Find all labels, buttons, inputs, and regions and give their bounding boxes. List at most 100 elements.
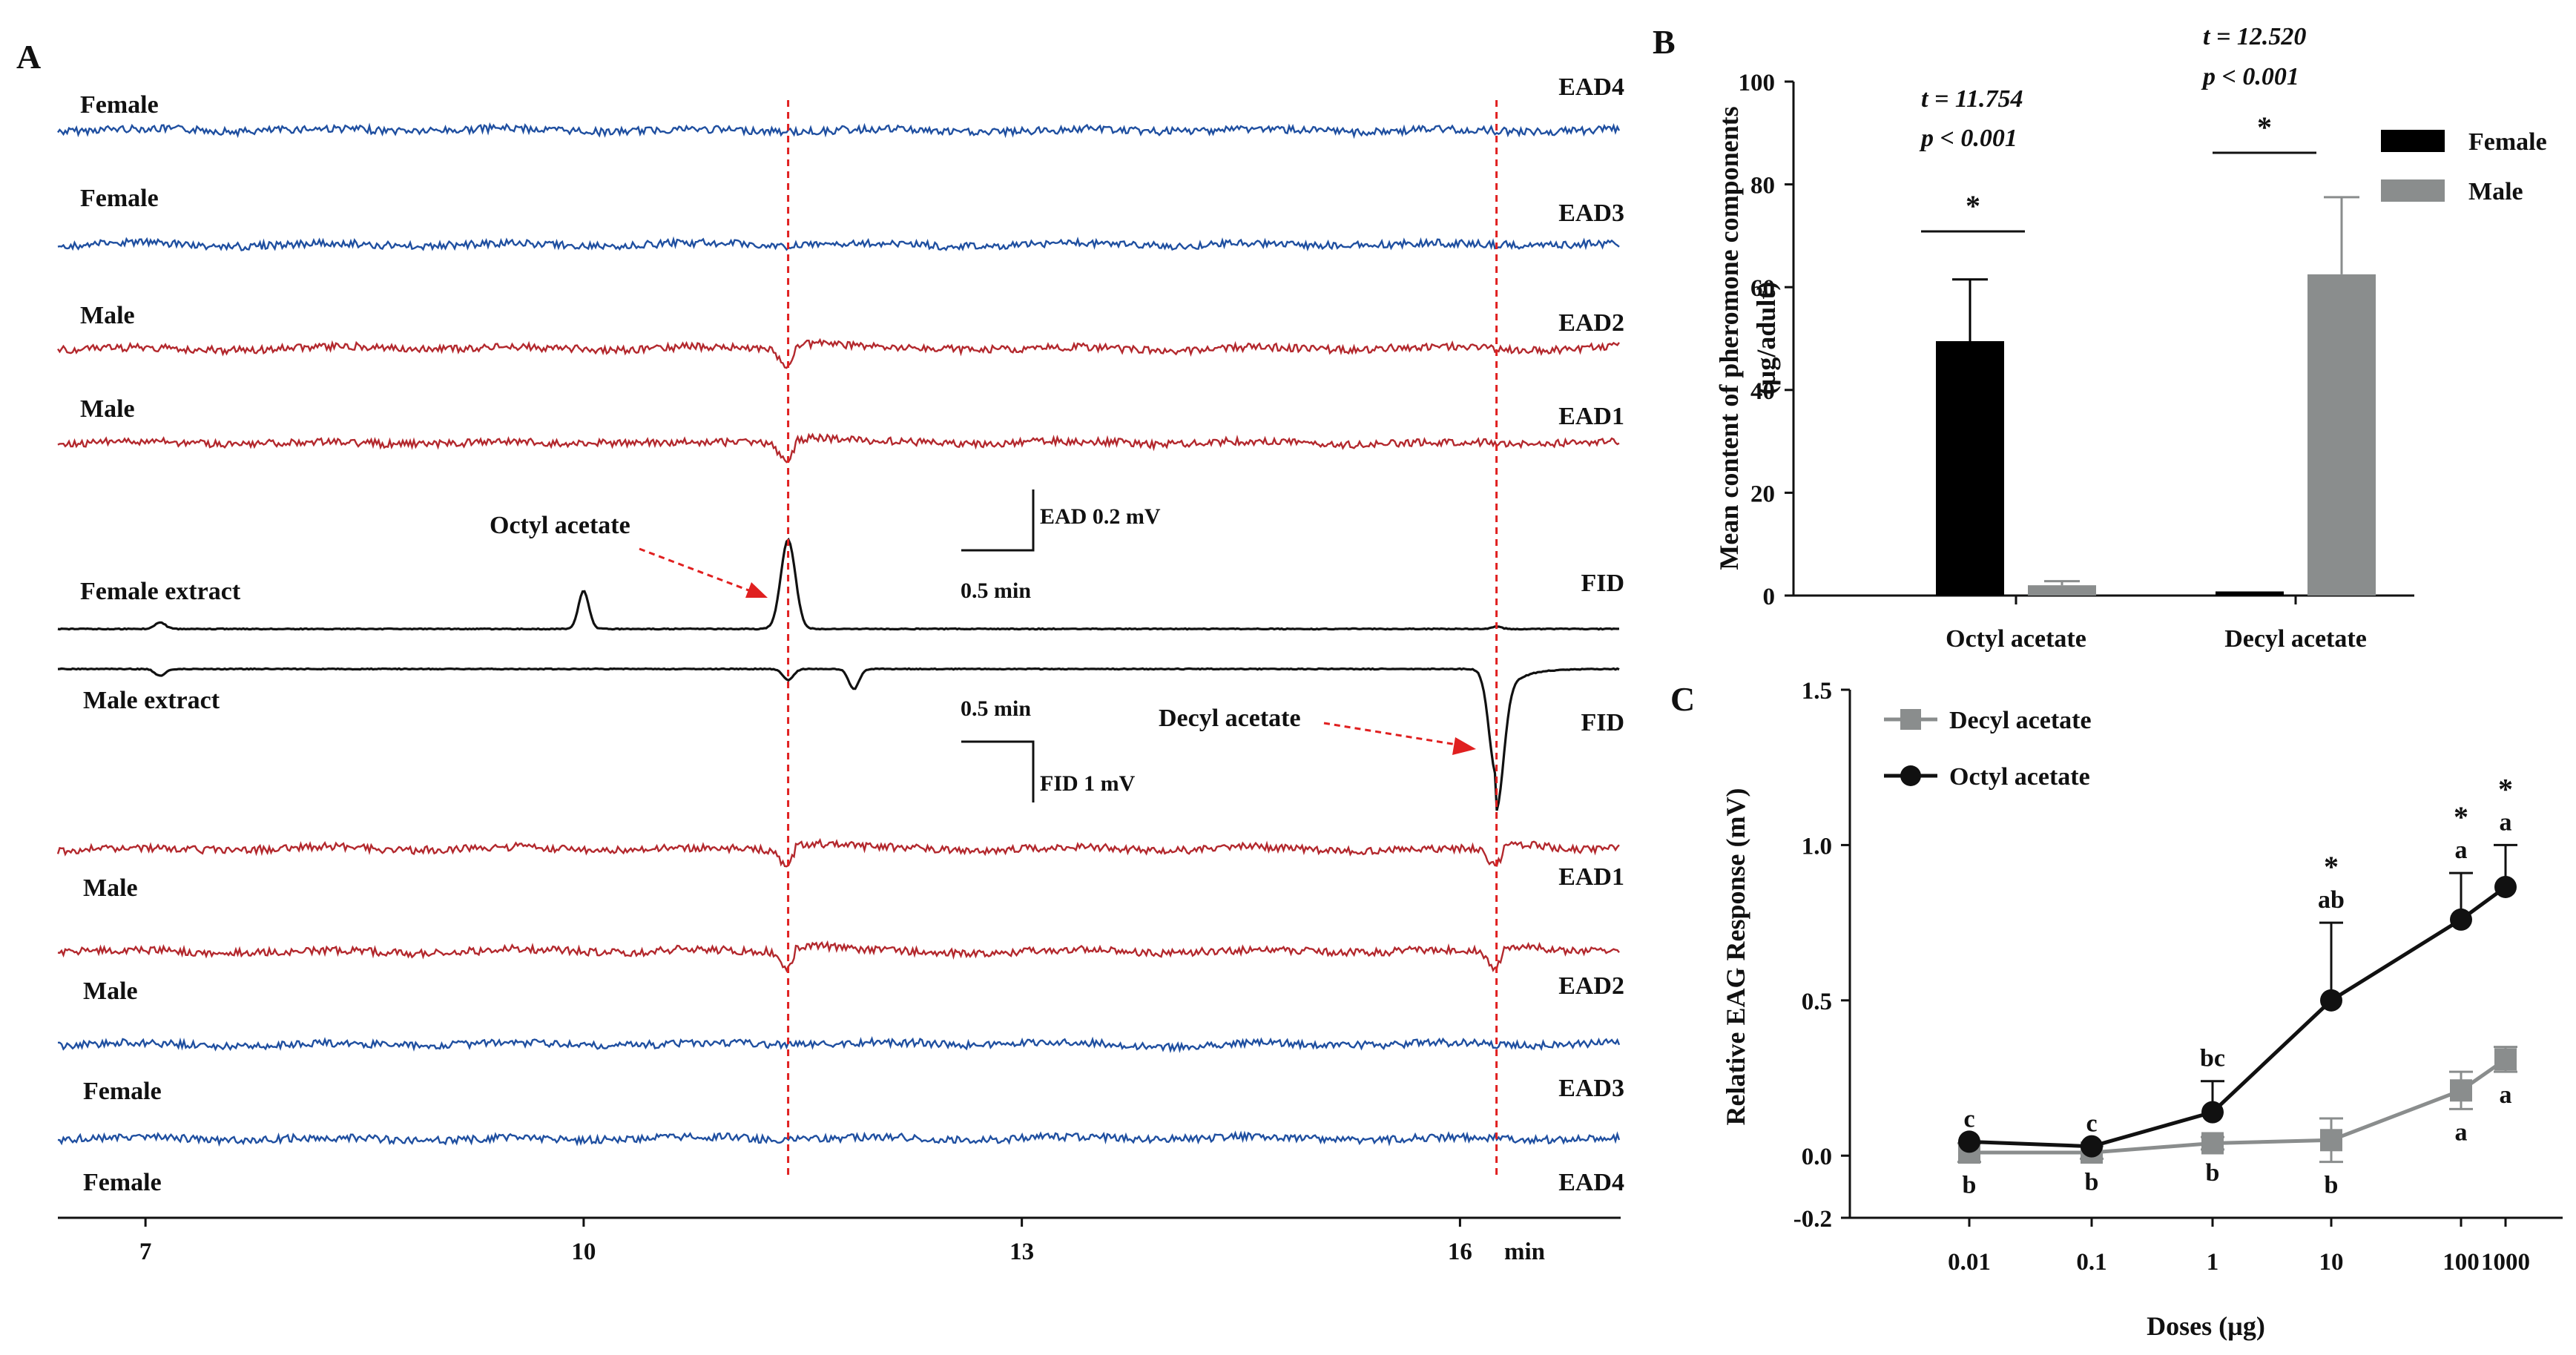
c-letter-octyl-5: a [2500, 808, 2512, 836]
b-ytick-label-40: 40 [1750, 378, 1775, 405]
c-legend-square [1900, 709, 1921, 730]
c-ytick-label-4: 1.5 [1802, 678, 1832, 705]
trace-9 [58, 1035, 1621, 1054]
trace-8 [57, 940, 1620, 973]
trace-label-1: Female [80, 91, 159, 119]
b-stats: t = 11.754 p < 0.001 * t = 12.520 p < 0.001 * [1919, 23, 2316, 233]
b-y-ticks: 0 20 40 60 80 100 [1739, 70, 1793, 610]
c-series [1957, 843, 2517, 1164]
c-legend-label-1: Decyl acetate [1949, 707, 2092, 734]
octyl-arrowhead [745, 582, 768, 598]
ead-scale-bar: EAD 0.2 mV 0.5 min [961, 489, 1161, 603]
bar-male-2 [2307, 274, 2376, 596]
c-point-square-3 [2320, 1129, 2342, 1152]
octyl-arrow [639, 547, 757, 595]
c-letter-decyl-5: a [2500, 1081, 2512, 1109]
a-x-ticks: 7 10 13 16 [139, 1218, 1472, 1265]
c-legend-circle [1900, 765, 1921, 786]
retention-markers [787, 100, 1498, 1176]
channel-label-1: EAD4 [1558, 73, 1624, 101]
b-legend-swatch-male [2381, 179, 2445, 202]
c-letter-decyl-3: b [2325, 1172, 2339, 1199]
c-star-4: * [2454, 800, 2468, 834]
c-letter-octyl-0: c [1963, 1105, 1974, 1133]
c-point-square-4 [2450, 1079, 2472, 1102]
trace-label-3: Male [80, 302, 135, 329]
c-xtick-label-4: 100 [2442, 1249, 2480, 1276]
c-letter-octyl-2: bc [2200, 1045, 2225, 1072]
c-letter-decyl-0: b [1963, 1172, 1977, 1199]
c-xtick-label-3: 10 [2319, 1249, 2344, 1276]
trace-6 [57, 667, 1620, 811]
channel-label-9: EAD3 [1558, 1075, 1624, 1102]
stat-p-2: p < 0.001 [2201, 63, 2299, 90]
b-legend-swatch-female [2381, 130, 2445, 152]
octyl-acetate-annotation: Octyl acetate [490, 512, 630, 539]
c-letter-decyl-4: a [2455, 1118, 2468, 1146]
c-x-ticks: 0.01 0.1 1 10 100 1000 [1948, 1218, 2530, 1276]
c-point-circle-3 [2320, 989, 2342, 1012]
c-line-1 [1969, 1058, 2507, 1155]
c-xtick-label-0: 0.01 [1948, 1249, 1991, 1276]
c-point-square-2 [2201, 1132, 2224, 1155]
stat-t-2: t = 12.520 [2203, 23, 2306, 50]
c-letter-octyl-4: a [2455, 837, 2468, 864]
panel-label-a: A [16, 38, 41, 76]
b-category-label-1: Octyl acetate [1946, 625, 2086, 653]
c-x-label: Doses (µg) [2147, 1311, 2265, 1341]
c-star-5: * [2498, 772, 2513, 805]
panel-label-c: C [1670, 680, 1695, 718]
channel-label-4: EAD1 [1558, 403, 1624, 430]
trace-3 [57, 337, 1620, 369]
fid-scale-voltage: FID 1 mV [1040, 771, 1136, 796]
b-y-label-line2: (µg/adult) [1751, 282, 1781, 395]
bar-female-1 [1936, 340, 2004, 596]
c-xtick-label-2: 1 [2207, 1249, 2219, 1276]
c-y-label: Relative EAG Response (mV) [1721, 788, 1750, 1126]
decyl-arrowhead [1452, 737, 1476, 755]
c-star-3: * [2324, 850, 2339, 883]
sig-star-1: * [1966, 189, 1980, 222]
c-letter-octyl-1: c [2086, 1110, 2097, 1138]
c-point-circle-0 [1958, 1130, 1980, 1153]
c-xtick-label-5: 1000 [2481, 1249, 2530, 1276]
b-x-ticks: Octyl acetate Decyl acetate [1946, 596, 2367, 653]
bar-male-1 [2028, 585, 2096, 596]
a-tick-label-7: 7 [139, 1239, 152, 1265]
b-category-label-2: Decyl acetate [2224, 625, 2367, 653]
decyl-arrow [1323, 722, 1462, 747]
b-ytick-label-80: 80 [1750, 173, 1775, 200]
b-legend-label-male: Male [2468, 178, 2523, 205]
c-xtick-label-1: 0.1 [2076, 1249, 2106, 1276]
trace-1 [57, 122, 1621, 139]
channel-label-6: FID [1581, 709, 1624, 736]
trace-label-8: Male [83, 977, 138, 1005]
a-tick-label-10: 10 [571, 1239, 596, 1265]
c-point-circle-5 [2494, 875, 2517, 898]
sig-star-2: * [2257, 111, 2272, 144]
b-bars [1936, 196, 2376, 596]
a-tick-label-16: 16 [1448, 1239, 1472, 1265]
channel-label-2: EAD3 [1558, 200, 1624, 227]
c-letter-decyl-1: b [2085, 1168, 2099, 1196]
c-point-circle-1 [2081, 1135, 2103, 1158]
panel-label-b: B [1653, 23, 1676, 61]
c-letters: b b b b a a c c bc ab a a * * * [1963, 772, 2513, 1199]
decyl-acetate-annotation: Decyl acetate [1159, 705, 1301, 732]
trace-label-9: Female [83, 1078, 162, 1105]
trace-10 [57, 1130, 1621, 1147]
b-legend: Female Male [2381, 128, 2547, 205]
c-ytick-label-3: 1.0 [1802, 833, 1832, 860]
b-ytick-label-60: 60 [1750, 275, 1775, 302]
c-legend: Decyl acetate Octyl acetate [1884, 707, 2092, 791]
b-ytick-label-100: 100 [1739, 70, 1776, 96]
trace-label-2: Female [80, 185, 159, 212]
ead-scale-time: 0.5 min [961, 578, 1031, 603]
c-ytick-label-1: 0.0 [1802, 1144, 1832, 1170]
c-y-ticks: -0.2 0.0 0.5 1.0 1.5 [1793, 678, 1850, 1233]
stat-p-1: p < 0.001 [1919, 125, 2017, 152]
channel-label-5: FID [1581, 570, 1624, 597]
trace-group [56, 122, 1621, 1147]
